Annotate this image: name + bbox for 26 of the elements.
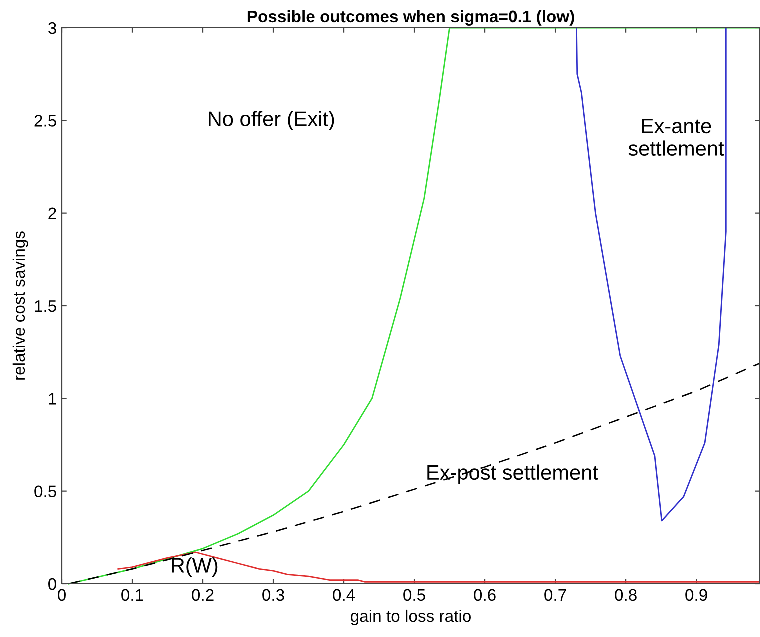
x-tick-label: 0.1: [122, 589, 144, 602]
y-tick-label: 2.5: [34, 115, 56, 127]
x-tick-label: 0.8: [615, 589, 637, 602]
y-tick-label: 0.5: [34, 486, 56, 498]
chart-title: Possible outcomes when sigma=0.1 (low): [248, 10, 574, 26]
y-tick-label: 3: [48, 22, 56, 34]
y-tick-label: 1.5: [35, 300, 56, 312]
x-tick-label: 0.9: [686, 589, 708, 602]
x-tick-label: 0.6: [474, 589, 496, 602]
annotation: No offer (Exit): [209, 111, 334, 131]
x-tick-label: 0.3: [262, 589, 284, 602]
annotation: Ex-post settlement: [428, 464, 598, 484]
x-tick-label: 0.4: [333, 589, 356, 602]
line-series: [68, 362, 760, 585]
annotation: R(W): [172, 558, 218, 578]
x-tick-label: 0.2: [192, 589, 214, 602]
x-tick-label: 0.7: [544, 589, 566, 602]
x-tick-label: 0: [58, 589, 66, 602]
x-axis-title: gain to loss ratio: [351, 610, 471, 626]
line-series: [118, 552, 760, 583]
y-tick-label: 2: [48, 208, 56, 220]
annotation: Ex-ante settlement: [628, 119, 724, 156]
y-tick-label: 0: [48, 578, 56, 590]
y-tick-label: 1: [49, 393, 56, 405]
x-tick-label: 0.5: [404, 589, 426, 602]
y-axis-title: relative cost savings: [12, 232, 28, 380]
